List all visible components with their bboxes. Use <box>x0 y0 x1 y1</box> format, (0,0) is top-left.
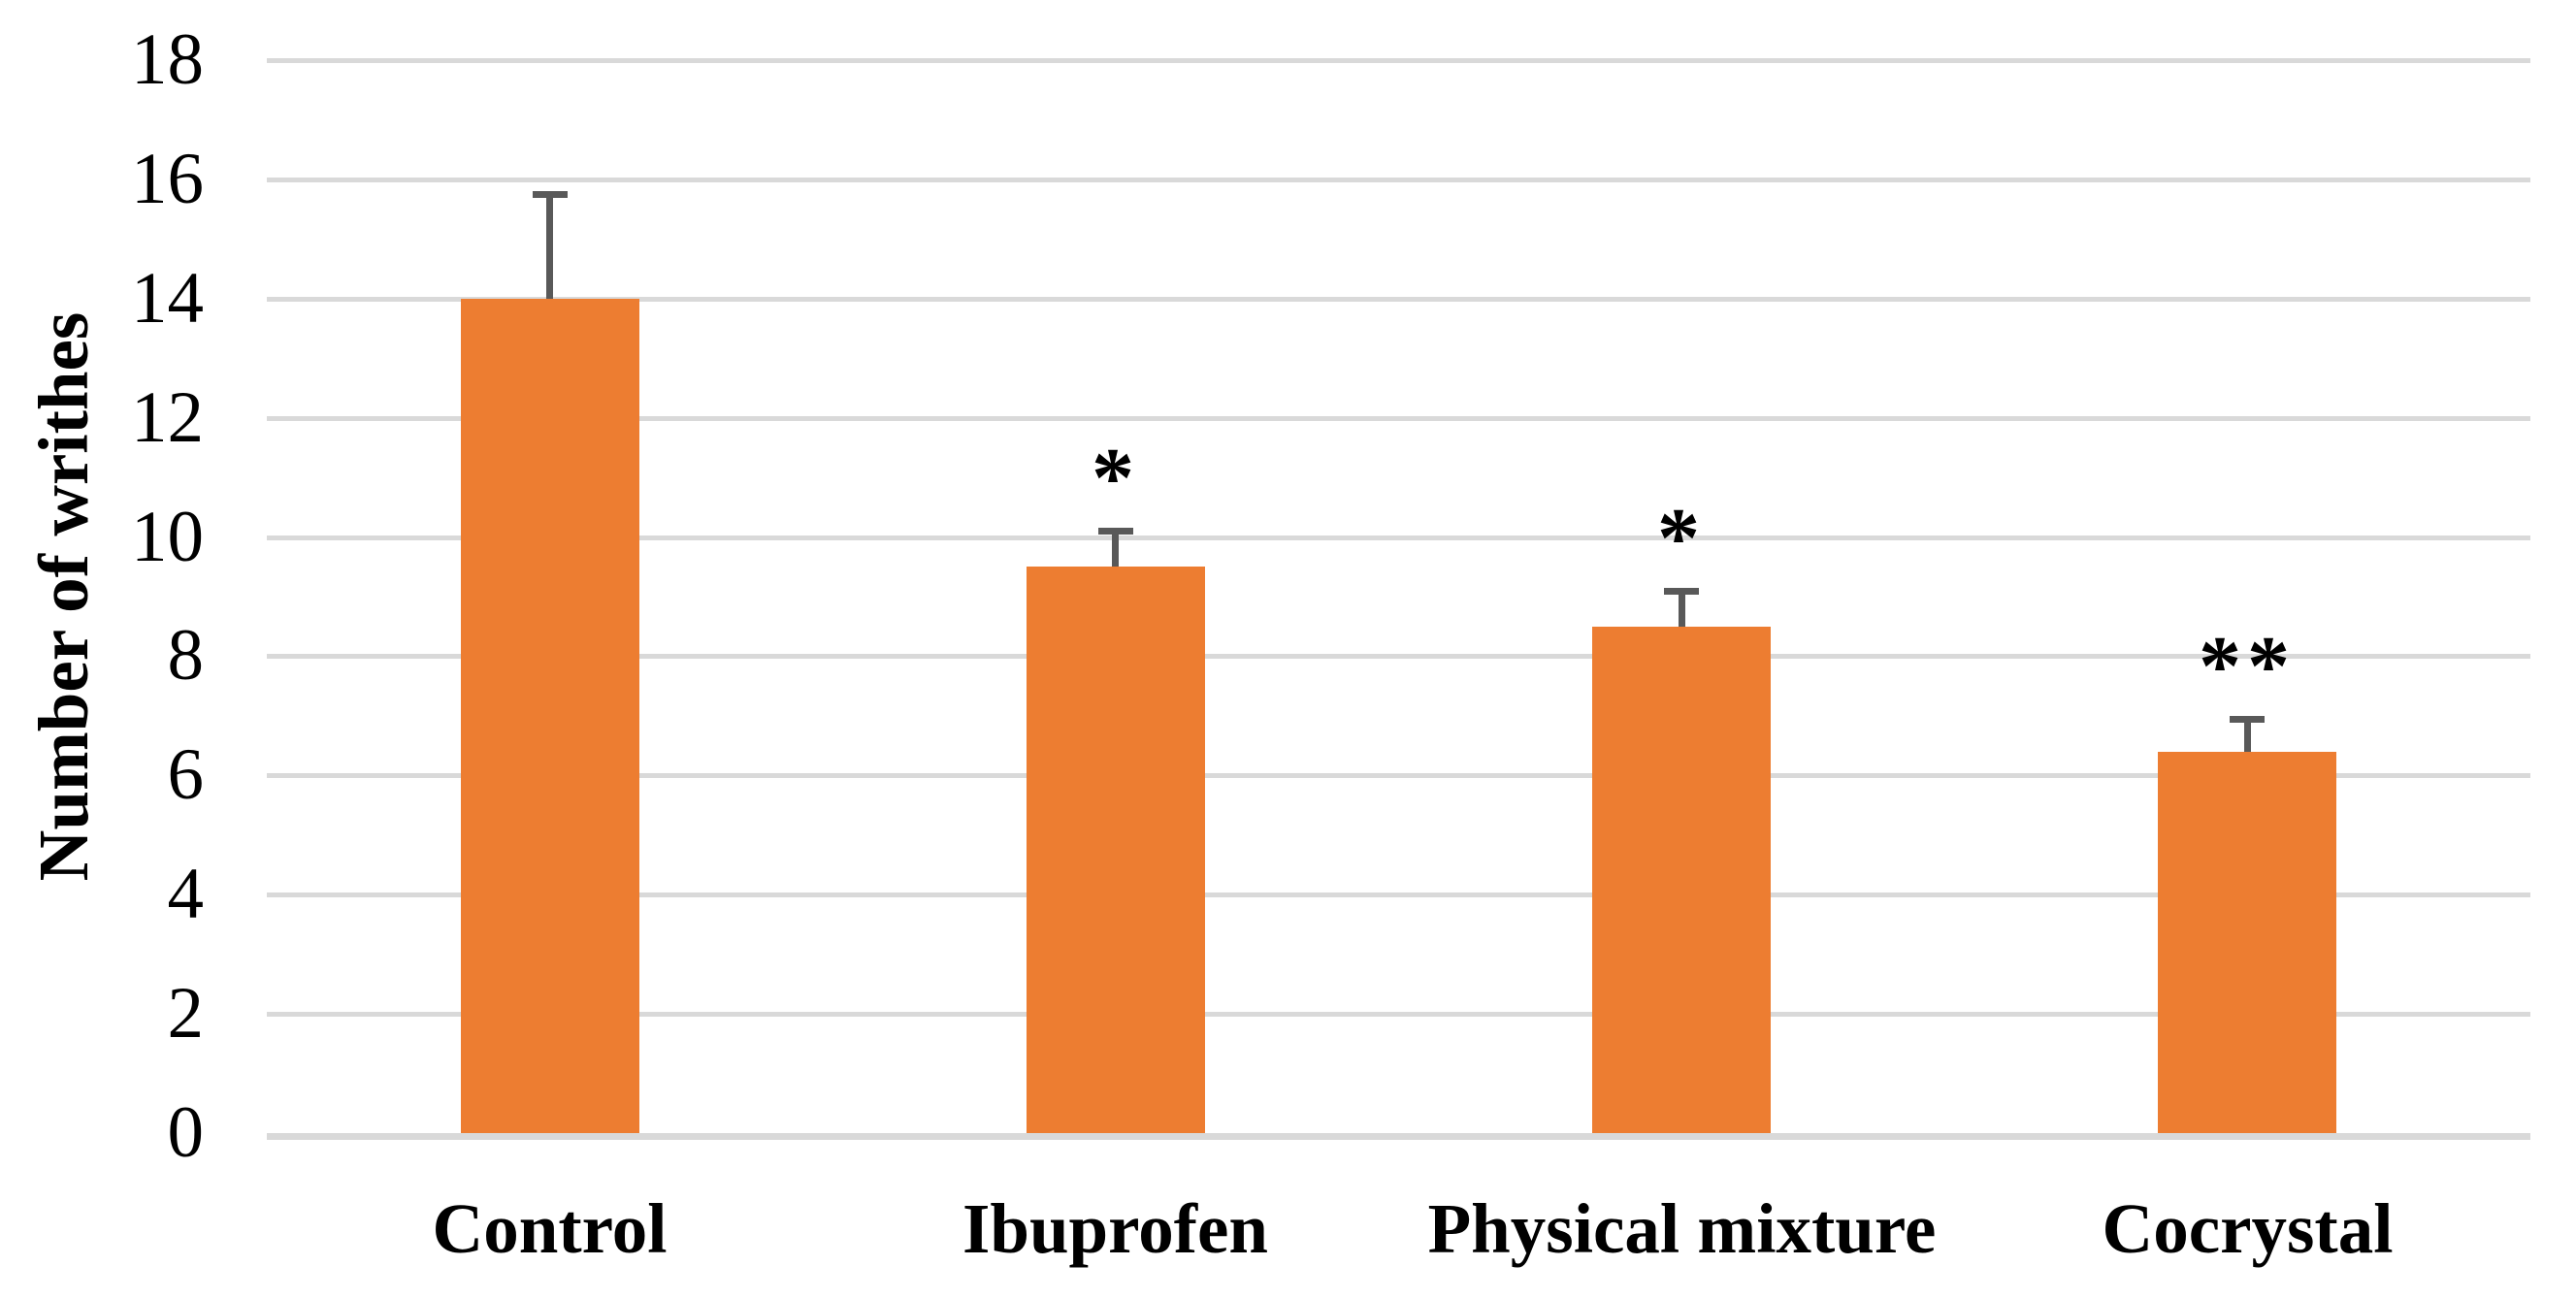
significance-annotation-ibuprofen: * <box>1092 432 1140 526</box>
error-bar-cap-cocrystal <box>2230 716 2265 723</box>
y-tick-label-8: 8 <box>167 615 205 696</box>
error-bar-stem-cocrystal <box>2244 719 2251 752</box>
bar-physical-mixture <box>1592 627 1771 1133</box>
x-category-label-ibuprofen: Ibuprofen <box>962 1189 1269 1268</box>
error-bar-stem-control <box>546 194 553 299</box>
y-tick-label-10: 10 <box>131 497 204 577</box>
y-tick-label-18: 18 <box>131 19 204 100</box>
gridline-y-8 <box>267 654 2530 659</box>
significance-annotation-cocrystal: ** <box>2199 620 2296 714</box>
y-tick-label-2: 2 <box>167 973 205 1054</box>
bar-ibuprofen <box>1027 567 1205 1133</box>
error-bar-cap-control <box>533 191 568 198</box>
y-tick-label-6: 6 <box>167 734 205 815</box>
y-tick-label-14: 14 <box>131 258 204 339</box>
gridline-y-6 <box>267 773 2530 778</box>
gridline-y-14 <box>267 297 2530 302</box>
x-category-label-physical-mixture: Physical mixture <box>1427 1189 1937 1268</box>
bar-control <box>461 299 639 1133</box>
y-tick-label-16: 16 <box>131 139 204 219</box>
y-tick-label-4: 4 <box>167 854 205 934</box>
gridline-y-12 <box>267 416 2530 421</box>
x-category-label-control: Control <box>432 1189 668 1268</box>
error-bar-cap-ibuprofen <box>1098 528 1133 535</box>
gridline-y-16 <box>267 178 2530 182</box>
significance-annotation-physical-mixture: * <box>1657 492 1706 586</box>
y-tick-label-12: 12 <box>131 377 204 458</box>
error-bar-stem-ibuprofen <box>1112 531 1119 567</box>
gridline-y-4 <box>267 892 2530 897</box>
error-bar-cap-physical-mixture <box>1664 588 1699 595</box>
x-axis-line <box>267 1133 2530 1140</box>
bar-cocrystal <box>2158 752 2336 1133</box>
x-category-label-cocrystal: Cocrystal <box>2102 1189 2394 1268</box>
error-bar-stem-physical-mixture <box>1679 591 1685 627</box>
gridline-y-18 <box>267 58 2530 63</box>
gridline-y-2 <box>267 1012 2530 1017</box>
gridline-y-10 <box>267 535 2530 540</box>
y-tick-label-0: 0 <box>167 1092 205 1173</box>
